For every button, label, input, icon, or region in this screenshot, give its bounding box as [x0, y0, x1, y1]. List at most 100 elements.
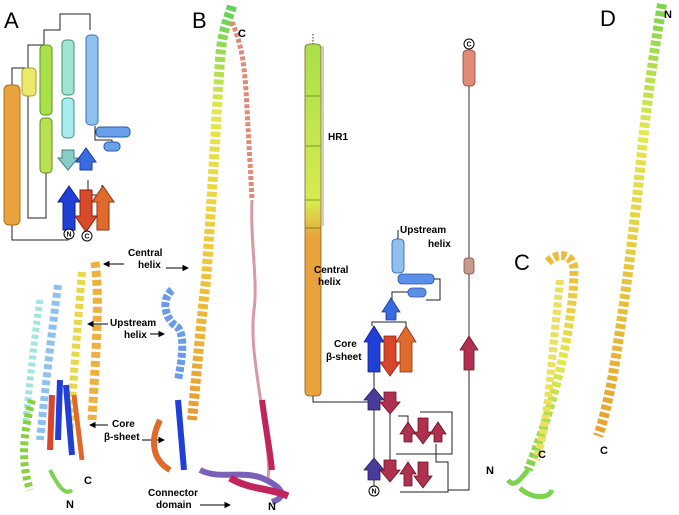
label-connector-line2: domain [156, 500, 192, 511]
topology-connector-top [11, 13, 91, 85]
topology-diagram: HR1 Central helix Upstream helix Core β-… [304, 34, 479, 497]
topo-small-cylinder [463, 257, 475, 275]
label-connector-line1: Connector [148, 488, 198, 499]
ribbon-b-magenta-strand [259, 399, 275, 471]
strand-blue-up [75, 147, 97, 171]
label-upstream-line2: helix [124, 330, 147, 341]
ribbon-a-strand-red [47, 394, 55, 451]
label-central-line2: helix [138, 260, 161, 271]
ribbon-b-central-helix [187, 4, 237, 421]
ribbon-a-loop-green [48, 469, 74, 494]
panel-c-c-terminus: C [538, 449, 546, 461]
n-terminus-circle [63, 228, 75, 240]
connector-topology [396, 411, 453, 493]
topo-strand-blue-small [381, 297, 401, 321]
ribbon-a-helix-yellow [66, 271, 86, 431]
topo-strand-indigo-2 [363, 457, 385, 481]
strand-teal-down [56, 149, 80, 171]
ribbon-a-strand-orange [71, 394, 85, 461]
helix-cylinder-teal-1 [61, 39, 75, 96]
topo-upstream-h1 [397, 273, 435, 285]
topo-strand-maroon-2 [379, 459, 401, 483]
topo-up-conn-2 [426, 278, 441, 301]
panel-b-letter: B [192, 8, 207, 33]
strand-darkblue-up [57, 185, 81, 231]
conn-strand-1 [399, 421, 417, 443]
topo-core-strand-blue [363, 325, 385, 373]
topo-core-conn-2 [371, 321, 407, 326]
topo-hr2-cylinder [462, 49, 476, 87]
panel-a-ribbon: C N [20, 261, 102, 511]
panel-d-n-terminus: N [664, 9, 672, 21]
panel-c: C N C [486, 250, 579, 499]
conn-strand-3 [429, 421, 447, 443]
panel-b: B C N [151, 4, 290, 513]
topo-upstream-cylinder [391, 238, 405, 274]
panel-a-topology: N C [3, 13, 131, 242]
conn-topology-box-3 [398, 415, 409, 422]
ribbon-b-upstream-helix [161, 286, 187, 381]
center-labels: Central helix Upstream helix Core β-shee… [86, 248, 232, 511]
central-helix-cylinder [304, 43, 322, 397]
n-terminus-circle-label: N [67, 232, 72, 239]
label-topo-core-1: Core [334, 339, 357, 350]
label-core-line2: β-sheet [104, 432, 140, 443]
topo-strand-maroon-1 [379, 391, 401, 415]
panel-c-letter: C [514, 250, 530, 275]
strand-red-down [74, 189, 98, 233]
topology-connector-bottom [11, 225, 69, 241]
ribbon-c-helix-1 [523, 251, 579, 472]
topo-c-circle-label: C [467, 42, 472, 49]
ribbon-c-helix-2 [532, 279, 564, 462]
panel-c-n-terminus: N [486, 465, 494, 477]
topo-n-circle-label: N [372, 489, 377, 496]
panel-a-letter: A [4, 8, 19, 33]
topo-n-circle [368, 485, 380, 497]
label-topo-upstream-2: helix [428, 239, 451, 250]
ribbon-a-helix-blue [36, 284, 62, 441]
topo-right-line-3 [448, 370, 470, 491]
label-topo-central-2: helix [318, 277, 341, 288]
panel-d: D N C [593, 3, 672, 457]
ribbon-b-strand-orange [151, 418, 172, 473]
label-core-line1: Core [112, 419, 135, 430]
panel-d-c-terminus: C [600, 445, 608, 457]
panel-a: A N C [3, 8, 131, 511]
helix-cylinder-lime-1 [39, 44, 53, 116]
topo-strand-indigo-1 [363, 387, 385, 411]
label-upstream-line1: Upstream [110, 318, 156, 329]
label-topo-central-1: Central [314, 265, 349, 276]
panel-d-letter: D [600, 6, 616, 31]
helix-cylinder-yellow [21, 67, 37, 97]
helix-cylinder-blue-h2 [103, 141, 121, 152]
topo-core-strand-red [379, 335, 401, 377]
conn-topology-box-1 [396, 411, 453, 455]
conn-strand-4 [399, 461, 417, 487]
ribbon-d-helix [593, 3, 667, 438]
label-central-line1: Central [128, 248, 163, 259]
conn-topology-box-2 [400, 444, 449, 493]
panel-a-n-terminus: N [66, 499, 74, 511]
topo-upstream-h2 [407, 287, 427, 298]
ribbon-a-helix-orange [87, 261, 102, 421]
panel-b-c-terminus: C [238, 28, 246, 40]
ribbon-c-loop [506, 468, 555, 499]
label-hr1: HR1 [328, 132, 348, 143]
ribbon-b-hr2-region [229, 20, 255, 201]
topology-connector-mid [27, 95, 47, 219]
ribbon-a-helix-green [20, 398, 36, 492]
c-terminus-circle-label: C [85, 234, 90, 241]
helix-cylinder-teal-2 [61, 97, 75, 139]
topo-core-conn-1 [312, 372, 375, 403]
helix-cylinder-lime-2 [39, 117, 53, 174]
helix-cylinder-orange [3, 84, 21, 226]
topo-c-circle [463, 38, 475, 50]
label-topo-core-2: β-sheet [326, 352, 362, 363]
conn-strand-5 [413, 461, 433, 489]
label-topo-upstream-1: Upstream [400, 225, 446, 236]
ribbon-a-strand-blue [55, 379, 75, 456]
ribbon-b-connector-magenta [228, 474, 290, 500]
helix-cylinder-blue-long [85, 34, 99, 126]
topo-right-strand [459, 335, 479, 371]
